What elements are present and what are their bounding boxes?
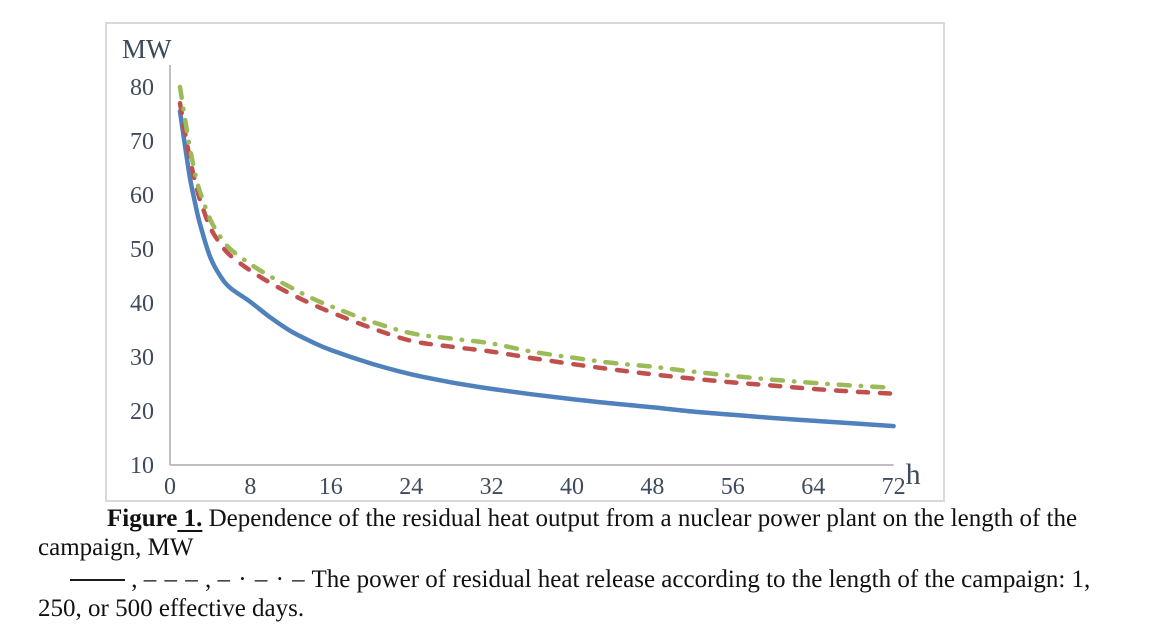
y-tick-label-10: 10	[130, 453, 154, 479]
x-tick-label-48: 48	[640, 474, 664, 500]
x-tick-label-32: 32	[480, 474, 504, 500]
chart-canvas: 10 20 30 40 50 60 70 80 0 8 16 24 32 40 48 56 64 72 MW h	[122, 34, 921, 500]
legend-text-line2: 250, or 500 effective days.	[38, 595, 305, 622]
series-curve-dashed	[177, 100, 896, 396]
y-tick-label-70: 70	[130, 129, 154, 155]
legend-text: The power of residual heat release accor…	[305, 566, 1091, 593]
x-tick-label-24: 24	[399, 474, 423, 500]
y-tick-label-50: 50	[130, 237, 154, 263]
dashdot-line-symbol: – · – · –	[217, 566, 306, 593]
x-tick-label-64: 64	[801, 474, 825, 500]
dashed-line-symbol: – – –	[143, 566, 199, 593]
y-tick-label-40: 40	[130, 291, 154, 317]
y-axis-title: MW	[122, 34, 172, 64]
figure-legend: , – – – , – · – · – The power of residua…	[38, 565, 1150, 623]
y-tick-label-80: 80	[130, 75, 154, 101]
figure-caption-block: Figure 1. Dependence of the residual hea…	[38, 504, 1150, 623]
y-tick-label-30: 30	[130, 345, 154, 371]
solid-line-symbol	[70, 579, 125, 581]
x-tick-label-8: 8	[244, 474, 256, 500]
figure-label: Figure 1.	[107, 505, 203, 532]
x-axis-title: h	[906, 458, 921, 491]
x-tick-label-16: 16	[319, 474, 343, 500]
y-tick-label-20: 20	[130, 399, 154, 425]
figure-caption-text-line2: campaign, MW	[38, 534, 194, 561]
y-tick-label-60: 60	[130, 183, 154, 209]
figure-caption-text: Dependence of the residual heat output f…	[202, 505, 1078, 532]
series-curve-dash-dot	[177, 84, 896, 391]
figure-caption: Figure 1. Dependence of the residual hea…	[38, 504, 1150, 562]
legend-comma: ,	[125, 566, 144, 593]
figure-number: 1.	[177, 505, 203, 532]
x-tick-label-40: 40	[560, 474, 584, 500]
x-tick-label-56: 56	[721, 474, 745, 500]
series-curve-solid	[177, 109, 896, 429]
legend-comma: ,	[198, 566, 218, 593]
x-tick-label-0: 0	[164, 474, 176, 500]
x-tick-label-72: 72	[882, 474, 906, 500]
residual-heat-chart: 10 20 30 40 50 60 70 80 0 8 16 24 32 40 48 56 64 72 MW h	[105, 22, 945, 502]
